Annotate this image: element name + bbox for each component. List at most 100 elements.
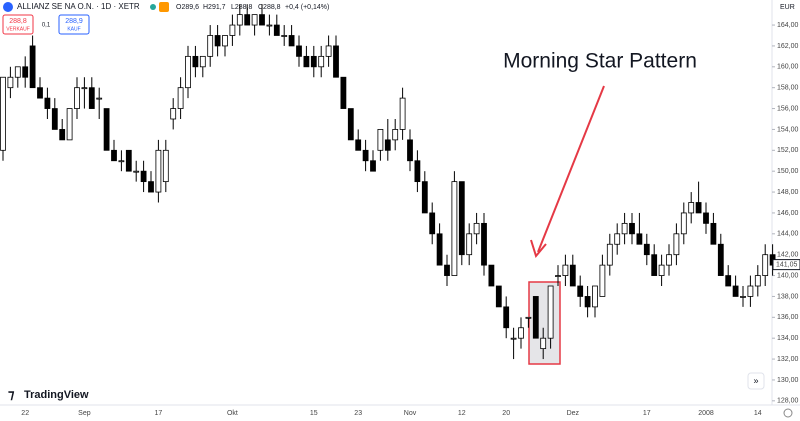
- candle-body: [673, 233, 680, 256]
- candle-body: [473, 222, 480, 235]
- y-tick-label: 156,00: [777, 105, 799, 112]
- candle-body: [747, 285, 754, 297]
- x-tick-label: 17: [155, 410, 163, 417]
- y-tick-label: 146,00: [777, 210, 799, 217]
- candle-body: [303, 55, 310, 68]
- candle-body: [547, 285, 554, 339]
- candle-body: [288, 35, 295, 47]
- y-tick-label: 162,00: [777, 43, 799, 50]
- candle-body: [584, 296, 591, 308]
- scroll-icon: »: [753, 375, 758, 385]
- ohlc-change: +0,4 (+0,14%): [285, 4, 329, 11]
- candle-body: [340, 76, 347, 109]
- candle-body: [0, 76, 6, 151]
- candle-body: [392, 129, 399, 141]
- candle-body: [525, 316, 532, 319]
- x-tick-label: 15: [310, 410, 318, 417]
- candle-body: [192, 55, 199, 68]
- candle-body: [740, 296, 746, 298]
- candle-body: [362, 149, 369, 162]
- candle-body: [407, 139, 413, 162]
- candle-body: [762, 254, 769, 276]
- sell-price: 288,8: [9, 18, 27, 25]
- settings-icon[interactable]: [783, 408, 793, 418]
- candle-body: [88, 87, 95, 109]
- candle-body: [236, 14, 243, 26]
- y-tick-label: 138,00: [777, 293, 799, 300]
- candle-body: [22, 66, 29, 78]
- candle-body: [540, 337, 547, 350]
- candle-body: [74, 87, 80, 109]
- y-tick-label: 140,00: [777, 272, 799, 279]
- candle-body: [273, 24, 280, 36]
- y-tick-label: 164,00: [777, 22, 799, 29]
- candle-body: [29, 45, 36, 89]
- candle-body: [680, 212, 687, 235]
- candle-body: [155, 149, 162, 193]
- candle-body: [377, 129, 384, 151]
- candle-body: [325, 45, 332, 57]
- candle-body: [222, 35, 228, 47]
- candle-body: [710, 222, 717, 245]
- candle-body: [458, 181, 465, 256]
- x-tick-label: Nov: [404, 410, 417, 417]
- last-price-label: 141,05: [776, 261, 798, 268]
- candle-body: [651, 254, 658, 276]
- sell-label: VERKAUF: [6, 26, 30, 32]
- candle-body: [688, 202, 695, 214]
- candle-body: [621, 222, 628, 235]
- candle-body: [695, 202, 702, 214]
- annotation-arrow: [537, 85, 605, 253]
- x-tick-label: 22: [21, 410, 29, 417]
- candle-body: [606, 243, 613, 266]
- y-tick-label: 128,00: [777, 398, 799, 405]
- sell-button[interactable]: [2, 14, 34, 35]
- candle-body: [451, 181, 458, 276]
- candle-body: [310, 55, 317, 68]
- candle-body: [495, 285, 502, 308]
- y-tick-label: 150,00: [777, 168, 799, 175]
- candle-body: [140, 170, 147, 183]
- candle-body: [599, 264, 606, 297]
- candle-body: [592, 285, 598, 308]
- candle-body: [436, 233, 443, 266]
- candle-body: [266, 24, 273, 27]
- buy-button[interactable]: [58, 14, 90, 35]
- candle-body: [562, 264, 569, 276]
- symbol-icon: [3, 2, 13, 12]
- y-tick-label: 132,00: [777, 356, 799, 363]
- candle-body: [96, 97, 103, 100]
- delay-badge: [159, 2, 169, 12]
- candle-body: [37, 87, 43, 99]
- candle-body: [666, 254, 672, 266]
- candle-body: [532, 296, 539, 339]
- last-price-box: [772, 259, 800, 271]
- candle-body: [384, 139, 391, 151]
- scroll-button[interactable]: [747, 372, 765, 390]
- candle-body: [111, 149, 117, 162]
- ohlc-open: O289,6: [176, 4, 199, 11]
- candle-body: [370, 160, 376, 172]
- candle-body: [51, 108, 58, 130]
- candle-body: [177, 87, 184, 109]
- candle-body: [14, 66, 21, 78]
- ohlc-low: L288,8: [231, 4, 253, 11]
- candle-body: [629, 222, 635, 235]
- candle-body: [296, 45, 302, 57]
- x-tick-label: 17: [643, 410, 651, 417]
- candle-body: [614, 233, 621, 245]
- candle-body: [44, 97, 51, 109]
- candle-body: [118, 160, 125, 163]
- symbol: ALLIANZ SE NA O.N. · 1D · XETR: [17, 2, 140, 11]
- candle-body: [214, 35, 221, 47]
- candle-body: [59, 129, 66, 141]
- candle-body: [7, 76, 14, 89]
- candle-body: [399, 97, 406, 130]
- buy-label: KAUF: [67, 26, 80, 32]
- candle-body: [703, 212, 709, 224]
- candle-body: [125, 149, 132, 172]
- candle-body: [229, 24, 236, 36]
- candle-body: [347, 108, 354, 141]
- y-tick-label: 152,00: [777, 147, 799, 154]
